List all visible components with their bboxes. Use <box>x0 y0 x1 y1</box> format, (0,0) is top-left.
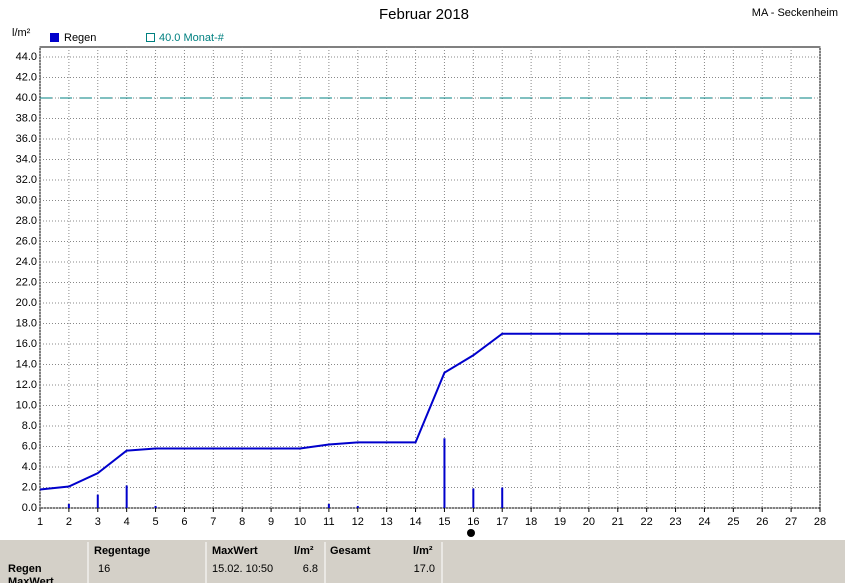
x-tick-label: 1 <box>37 516 43 528</box>
cursor-marker <box>467 529 475 537</box>
y-tick-label: 14.0 <box>16 358 37 370</box>
row-label: Regen <box>8 563 42 575</box>
x-tick-label: 19 <box>554 516 566 528</box>
table-cell: 16 <box>98 563 110 575</box>
x-tick-label: 24 <box>698 516 710 528</box>
bar <box>67 503 70 508</box>
x-tick-label: 20 <box>583 516 595 528</box>
y-axis-label: l/m² <box>12 27 31 39</box>
x-tick-label: 28 <box>814 516 826 528</box>
table-header: Regentage <box>94 545 150 557</box>
table-header: l/m² <box>294 545 314 557</box>
x-tick-label: 26 <box>756 516 768 528</box>
x-tick-label: 12 <box>352 516 364 528</box>
x-tick-label: 25 <box>727 516 739 528</box>
x-tick-label: 8 <box>239 516 245 528</box>
y-tick-label: 2.0 <box>22 481 37 493</box>
table-header: Gesamt <box>330 545 371 557</box>
bar <box>327 503 330 508</box>
y-tick-label: 28.0 <box>16 215 37 227</box>
y-tick-label: 30.0 <box>16 194 37 206</box>
bar <box>154 505 157 508</box>
x-tick-label: 2 <box>66 516 72 528</box>
y-tick-label: 32.0 <box>16 174 37 186</box>
y-tick-label: 8.0 <box>22 420 37 432</box>
bar <box>501 487 504 508</box>
bar <box>96 494 99 508</box>
chart-title: Februar 2018 <box>379 6 469 23</box>
table-cell: 17.0 <box>414 563 435 575</box>
station: MA - Seckenheim <box>752 7 838 19</box>
x-tick-label: 5 <box>152 516 158 528</box>
bar <box>472 488 475 508</box>
x-tick-label: 27 <box>785 516 797 528</box>
table-cell: 15.02. 10:50 <box>212 563 273 575</box>
y-tick-label: 4.0 <box>22 461 37 473</box>
y-tick-label: 12.0 <box>16 379 37 391</box>
x-tick-label: 23 <box>669 516 681 528</box>
legend-label: Regen <box>64 32 96 44</box>
row-label: MaxWert <box>8 576 54 583</box>
y-tick-label: 18.0 <box>16 317 37 329</box>
plot-area <box>39 46 821 509</box>
x-tick-label: 21 <box>612 516 624 528</box>
x-tick-label: 6 <box>181 516 187 528</box>
x-tick-label: 16 <box>467 516 479 528</box>
cumulative-line <box>39 332 820 491</box>
x-tick-label: 18 <box>525 516 537 528</box>
bar <box>125 485 128 508</box>
y-tick-label: 44.0 <box>16 51 37 63</box>
legend-swatch <box>50 33 59 42</box>
y-tick-label: 36.0 <box>16 133 37 145</box>
y-tick-label: 38.0 <box>16 112 37 124</box>
x-tick-label: 9 <box>268 516 274 528</box>
table-header: l/m² <box>413 545 433 557</box>
x-tick-label: 17 <box>496 516 508 528</box>
y-tick-label: 40.0 <box>16 92 37 104</box>
y-tick-label: 24.0 <box>16 256 37 268</box>
x-tick-label: 22 <box>641 516 653 528</box>
y-tick-label: 16.0 <box>16 338 37 350</box>
x-tick-label: 11 <box>323 516 334 528</box>
x-tick-label: 3 <box>95 516 101 528</box>
x-tick-label: 14 <box>409 516 421 528</box>
x-tick-label: 10 <box>294 516 306 528</box>
legend-swatch <box>146 33 155 42</box>
legend-label: 40.0 Monat-# <box>159 32 225 44</box>
y-tick-label: 6.0 <box>22 440 37 452</box>
x-tick-label: 4 <box>124 516 130 528</box>
y-tick-label: 34.0 <box>16 153 37 165</box>
bar <box>356 505 359 508</box>
bar <box>443 438 446 508</box>
x-tick-label: 15 <box>438 516 450 528</box>
table-cell: 6.8 <box>303 563 318 575</box>
table-background <box>0 540 845 583</box>
y-tick-label: 42.0 <box>16 71 37 83</box>
x-tick-label: 7 <box>210 516 216 528</box>
y-tick-label: 10.0 <box>16 399 37 411</box>
y-tick-label: 0.0 <box>22 502 37 514</box>
table-header: MaxWert <box>212 545 258 557</box>
y-tick-label: 26.0 <box>16 235 37 247</box>
y-tick-label: 20.0 <box>16 297 37 309</box>
y-tick-label: 22.0 <box>16 276 37 288</box>
x-tick-label: 13 <box>381 516 393 528</box>
